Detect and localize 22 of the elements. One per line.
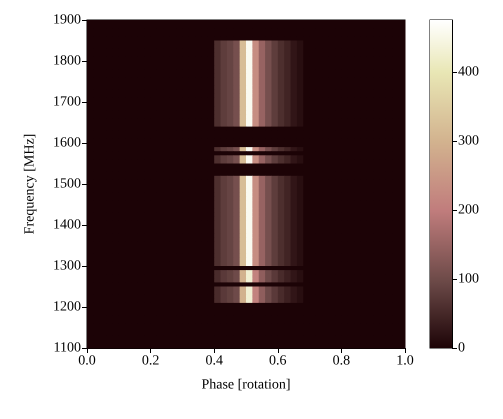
x-tick-label: 0.4 — [205, 354, 223, 368]
color-bar-label: 100 — [458, 271, 479, 286]
y-tick-label: 1600 — [53, 136, 81, 150]
y-tick-label: 1300 — [53, 258, 81, 274]
y-tick-label: 1500 — [53, 176, 81, 192]
y-tick-label: 1900 — [53, 12, 81, 28]
color-bar-label: 200 — [458, 202, 479, 218]
x-tick-label: 0.0 — [78, 354, 96, 368]
color-bar-label: 0 — [458, 340, 465, 356]
y-tick-label: 1800 — [53, 54, 81, 68]
color-bar-label: 400 — [458, 64, 479, 80]
x-tick-label: 0.2 — [142, 354, 160, 368]
x-tick-label: 0.6 — [269, 354, 287, 368]
y-tick-label: 1200 — [53, 300, 81, 314]
x-tick-label: 1.0 — [396, 354, 414, 368]
x-axis-title: Phase [rotation] — [201, 378, 291, 392]
y-axis-title: Frequency [MHz] — [22, 134, 38, 234]
y-tick-label: 1100 — [54, 340, 81, 356]
x-tick-label: 0.8 — [332, 354, 350, 368]
y-tick-label: 1400 — [53, 218, 81, 232]
y-tick-label: 1700 — [53, 94, 81, 110]
color-bar-label: 300 — [458, 133, 479, 148]
